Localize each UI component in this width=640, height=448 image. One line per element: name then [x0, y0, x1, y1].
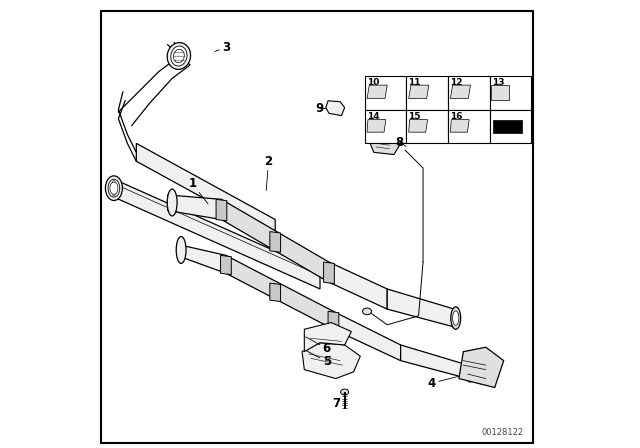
Bar [448, 110, 490, 143]
Text: 13: 13 [492, 78, 504, 87]
Polygon shape [305, 323, 351, 352]
Ellipse shape [167, 43, 191, 69]
Polygon shape [114, 179, 320, 289]
Bar [490, 110, 531, 143]
Text: 1: 1 [188, 177, 208, 204]
Ellipse shape [108, 179, 120, 197]
Polygon shape [177, 244, 226, 273]
Text: 11: 11 [408, 78, 420, 87]
Text: 12: 12 [450, 78, 463, 87]
Polygon shape [367, 120, 386, 132]
Ellipse shape [340, 389, 349, 395]
Polygon shape [302, 343, 360, 379]
Bar [490, 76, 531, 110]
Ellipse shape [171, 46, 187, 66]
Polygon shape [270, 232, 280, 252]
Polygon shape [329, 262, 387, 309]
Polygon shape [270, 283, 280, 302]
Bar [491, 85, 509, 100]
Bar [365, 76, 406, 110]
Text: 9: 9 [316, 102, 326, 115]
Ellipse shape [465, 362, 475, 382]
Polygon shape [136, 143, 275, 237]
Polygon shape [387, 289, 454, 327]
Text: 00128122: 00128122 [482, 428, 524, 437]
Bar [406, 76, 448, 110]
Text: 3: 3 [214, 40, 230, 54]
Polygon shape [367, 85, 387, 99]
Text: 7: 7 [333, 393, 344, 410]
Text: 8: 8 [396, 135, 406, 149]
Bar [493, 120, 522, 133]
Ellipse shape [113, 194, 115, 196]
Ellipse shape [467, 365, 473, 379]
Bar [448, 76, 490, 110]
Text: 16: 16 [450, 112, 463, 121]
Text: 6: 6 [306, 337, 331, 355]
Text: 15: 15 [408, 112, 420, 121]
Ellipse shape [362, 308, 371, 315]
Bar [365, 110, 406, 143]
Polygon shape [459, 347, 504, 388]
Polygon shape [333, 311, 401, 361]
Polygon shape [451, 85, 470, 99]
Ellipse shape [176, 237, 186, 263]
Polygon shape [409, 120, 428, 132]
Polygon shape [409, 85, 429, 99]
Ellipse shape [106, 176, 122, 200]
Ellipse shape [110, 182, 118, 194]
Ellipse shape [452, 311, 459, 325]
Polygon shape [328, 311, 339, 331]
Text: 14: 14 [367, 112, 380, 121]
Text: 4: 4 [428, 376, 459, 390]
Polygon shape [221, 255, 231, 275]
Text: 2: 2 [264, 155, 273, 190]
Polygon shape [226, 255, 333, 329]
Polygon shape [401, 345, 468, 379]
Polygon shape [324, 262, 334, 284]
Polygon shape [216, 199, 227, 221]
Bar [406, 110, 448, 143]
Text: 5: 5 [306, 350, 331, 368]
Polygon shape [326, 101, 344, 116]
Polygon shape [168, 195, 221, 220]
Ellipse shape [451, 307, 461, 329]
Ellipse shape [113, 181, 115, 182]
Ellipse shape [173, 49, 184, 63]
Polygon shape [221, 199, 329, 282]
Ellipse shape [167, 189, 177, 216]
Polygon shape [369, 132, 401, 155]
Polygon shape [451, 120, 469, 132]
Text: 10: 10 [367, 78, 379, 87]
